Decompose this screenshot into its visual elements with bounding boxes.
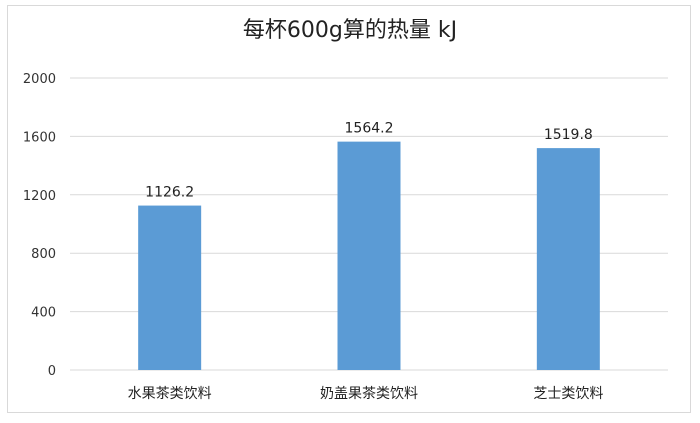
data-labels: 1126.2 1564.2 1519.8 — [145, 121, 593, 201]
x-category-label: 水果茶类饮料 — [128, 386, 212, 402]
x-category-label: 芝士类饮料 — [533, 386, 603, 402]
data-label: 1519.8 — [544, 127, 593, 143]
y-tick-label: 0 — [48, 364, 56, 379]
x-axis-categories: 水果茶类饮料 奶盖果茶类饮料 芝士类饮料 — [128, 386, 604, 402]
y-tick-label: 1200 — [23, 189, 56, 204]
data-label: 1126.2 — [145, 185, 194, 201]
bars — [138, 141, 600, 370]
y-tick-label: 2000 — [23, 72, 56, 87]
bar — [138, 205, 202, 370]
chart-title: 每杯600g算的热量 kJ — [242, 18, 458, 43]
y-tick-label: 800 — [31, 247, 56, 262]
bar — [536, 148, 600, 370]
bar — [337, 141, 401, 370]
y-tick-label: 1600 — [23, 130, 56, 145]
y-tick-label: 400 — [31, 306, 56, 321]
x-category-label: 奶盖果茶类饮料 — [320, 386, 418, 402]
data-label: 1564.2 — [345, 121, 394, 137]
y-axis-ticks: 0 400 800 1200 1600 2000 — [23, 72, 56, 379]
